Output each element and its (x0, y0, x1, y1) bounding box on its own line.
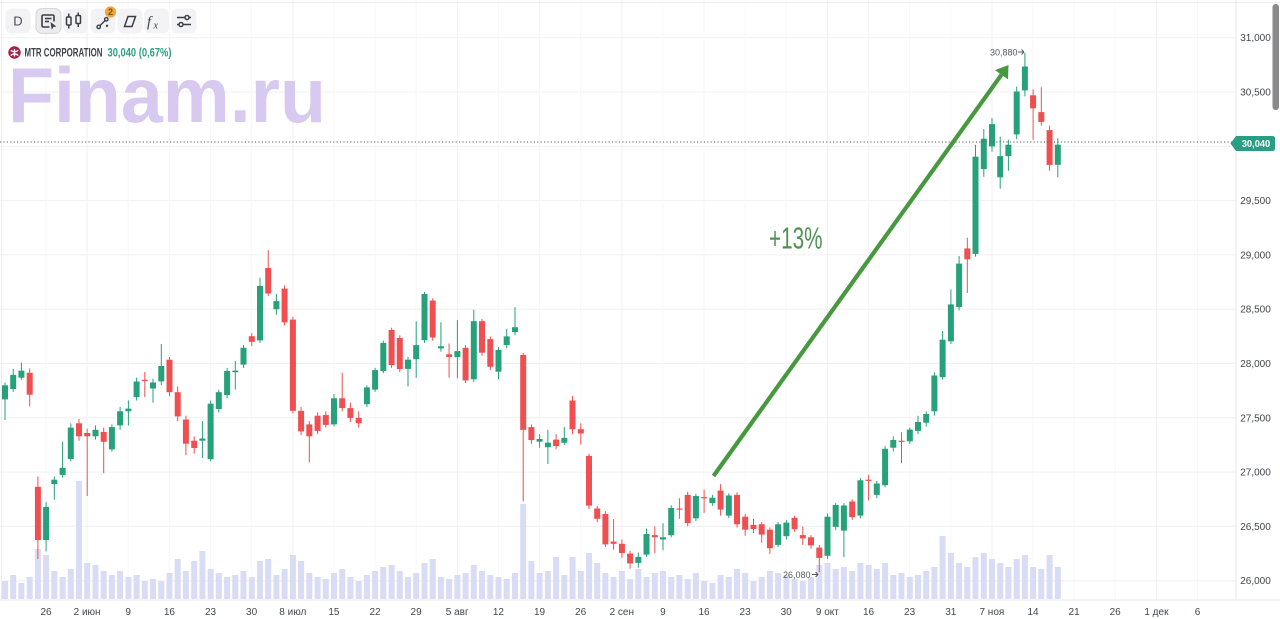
svg-text:2 июн: 2 июн (74, 607, 101, 618)
svg-text:26,500: 26,500 (1240, 522, 1271, 533)
svg-text:26,080: 26,080 (783, 570, 811, 580)
svg-text:26: 26 (40, 607, 52, 618)
svg-text:23: 23 (740, 607, 752, 618)
svg-text:29: 29 (411, 607, 423, 618)
svg-text:16: 16 (164, 607, 176, 618)
svg-text:+13%: +13% (769, 221, 823, 256)
svg-text:30,040 (0,67%): 30,040 (0,67%) (108, 47, 172, 59)
svg-text:29,500: 29,500 (1240, 196, 1271, 207)
svg-text:12: 12 (493, 607, 505, 618)
svg-text:28,000: 28,000 (1240, 359, 1271, 370)
svg-text:26: 26 (1110, 607, 1122, 618)
svg-text:15: 15 (328, 607, 340, 618)
svg-text:MTR CORPORATION: MTR CORPORATION (25, 47, 103, 59)
svg-text:30,880: 30,880 (990, 48, 1018, 58)
svg-text:26,000: 26,000 (1240, 576, 1271, 587)
svg-text:30: 30 (246, 607, 258, 618)
svg-text:22: 22 (369, 607, 381, 618)
svg-text:2 сен: 2 сен (610, 607, 634, 618)
svg-text:29,000: 29,000 (1240, 250, 1271, 261)
svg-text:16: 16 (698, 607, 710, 618)
svg-text:8 июл: 8 июл (279, 607, 306, 618)
svg-text:31,000: 31,000 (1240, 33, 1271, 44)
svg-text:28,500: 28,500 (1240, 305, 1271, 316)
svg-text:30: 30 (781, 607, 793, 618)
svg-text:27,000: 27,000 (1240, 468, 1271, 479)
svg-text:2: 2 (108, 7, 113, 17)
svg-text:9: 9 (660, 607, 666, 618)
svg-text:9 окт: 9 окт (816, 607, 839, 618)
svg-text:30,040: 30,040 (1242, 139, 1271, 150)
svg-text:Finam.ru: Finam.ru (8, 51, 326, 139)
svg-text:5 авг: 5 авг (446, 607, 469, 618)
svg-text:9: 9 (125, 607, 131, 618)
svg-text:21: 21 (1069, 607, 1081, 618)
svg-text:f: f (147, 15, 153, 31)
svg-text:1 дек: 1 дек (1144, 607, 1169, 618)
svg-text:23: 23 (205, 607, 217, 618)
svg-text:16: 16 (863, 607, 875, 618)
svg-text:23: 23 (904, 607, 916, 618)
svg-text:6: 6 (1195, 607, 1201, 618)
svg-text:31: 31 (945, 607, 957, 618)
svg-text:26: 26 (575, 607, 587, 618)
svg-text:19: 19 (534, 607, 546, 618)
svg-text:30,500: 30,500 (1240, 88, 1271, 99)
svg-text:27,500: 27,500 (1240, 413, 1271, 424)
svg-text:14: 14 (1027, 607, 1039, 618)
svg-text:D: D (13, 14, 22, 29)
svg-text:x: x (153, 21, 159, 32)
svg-text:7 ноя: 7 ноя (979, 607, 1004, 618)
